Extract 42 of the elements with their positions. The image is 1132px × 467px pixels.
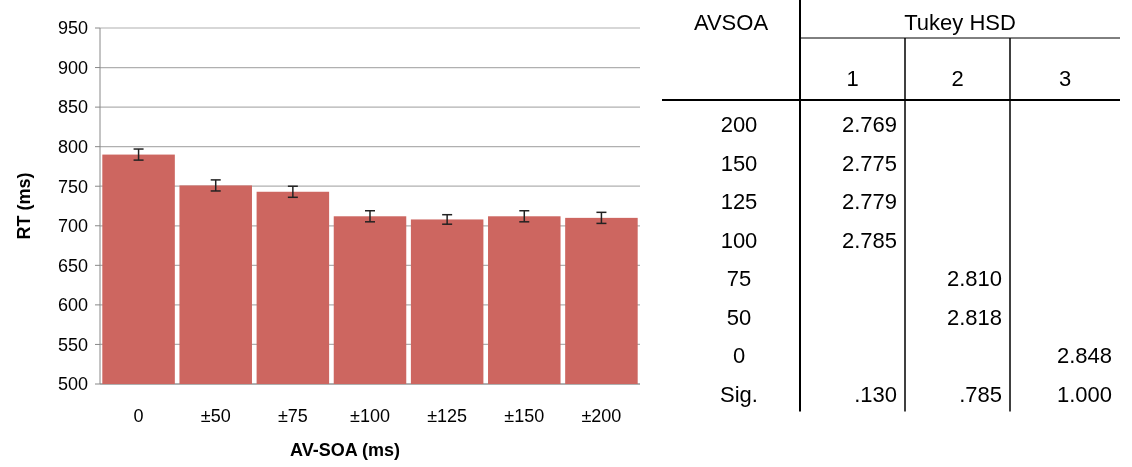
y-tick-label: 650: [57, 255, 88, 276]
x-tick-label: 1: [846, 66, 859, 91]
data-label: 2.848: [1056, 343, 1112, 368]
chart-title: Tukey HSD: [904, 10, 1016, 35]
data-label: .130: [854, 381, 897, 407]
y-tick-label: 800: [57, 136, 88, 157]
data-label: .785: [959, 381, 1002, 407]
x-tick-label: ±100: [350, 406, 390, 426]
y-tick-label: 125: [720, 189, 758, 214]
data-label: 2.775: [841, 150, 897, 176]
data-label: 2.769: [841, 112, 897, 137]
data-label: 2.810: [946, 266, 1002, 291]
data-label: 2.818: [946, 304, 1002, 330]
y-tick-label: 200: [720, 112, 758, 137]
x-tick-label: 2: [951, 66, 964, 91]
y-tick-label: 550: [57, 334, 88, 355]
x-tick-label: ±50: [200, 406, 231, 426]
y-axis-title: RT (ms): [14, 172, 34, 240]
y-tick-label: 950: [57, 18, 88, 39]
y-tick-label: 900: [57, 57, 88, 78]
data-label: 1.000: [1056, 381, 1112, 407]
y-tick-label: 500: [57, 374, 88, 395]
y-tick-label: 0: [732, 343, 746, 368]
y-tick-label: 750: [57, 176, 88, 197]
x-axis-title: AV-SOA (ms): [289, 440, 401, 460]
data-label: 2.785: [841, 227, 897, 253]
data-label: 2.779: [841, 189, 897, 214]
y-tick-label: 600: [57, 295, 88, 316]
y-tick-label: Sig.: [720, 381, 758, 407]
x-tick-label: ±200: [581, 406, 622, 426]
y-tick-label: 150: [720, 150, 758, 176]
x-tick-label: 0: [133, 406, 144, 426]
x-tick-label: ±75: [277, 406, 308, 426]
y-tick-label: 75: [726, 266, 752, 291]
y-axis-title: AVSOA: [693, 10, 769, 35]
x-tick-label: ±150: [504, 406, 545, 426]
y-tick-label: 700: [57, 216, 88, 237]
y-tick-label: 100: [720, 227, 758, 253]
x-tick-label: 3: [1058, 66, 1072, 91]
y-tick-label: 50: [726, 304, 752, 330]
x-tick-label: ±125: [427, 406, 468, 426]
y-tick-label: 850: [57, 97, 88, 118]
